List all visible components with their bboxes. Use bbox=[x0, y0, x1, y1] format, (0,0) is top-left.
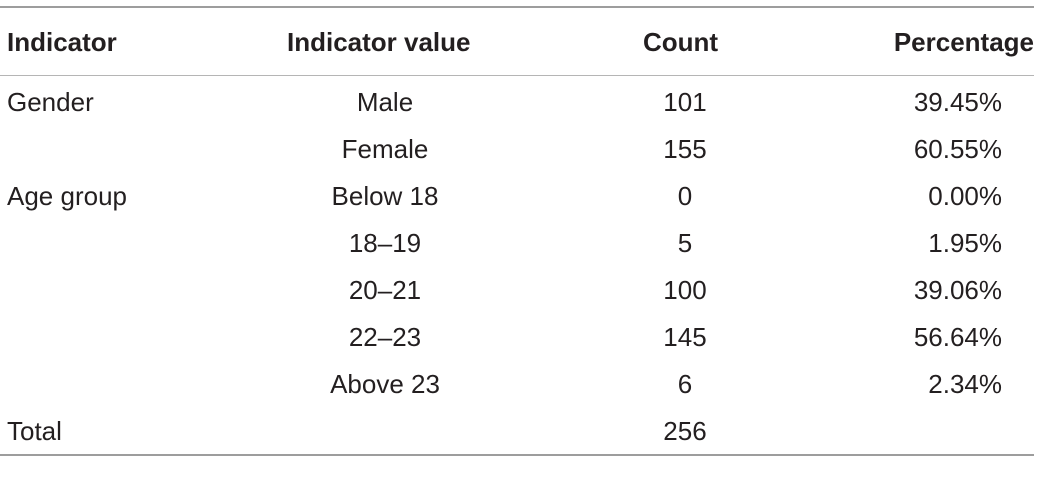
cell-percentage: 60.55% bbox=[913, 133, 1002, 164]
table-row: Above 23 6 2.34% bbox=[0, 360, 1034, 407]
cell-indicator-value: Female bbox=[341, 133, 429, 164]
cell-indicator-value: Above 23 bbox=[330, 368, 440, 399]
cell-indicator-value: 22–23 bbox=[348, 321, 422, 352]
cell-indicator: Age group bbox=[7, 180, 127, 211]
table-body: Gender Male 101 39.45% Female 155 60.55%… bbox=[0, 76, 1034, 456]
cell-count: 256 bbox=[663, 415, 707, 446]
header-percentage: Percentage bbox=[855, 7, 1034, 76]
cell-percentage bbox=[855, 407, 1034, 455]
header-indicator: Indicator bbox=[0, 7, 255, 76]
cell-indicator: Total bbox=[7, 415, 62, 446]
demographics-table: Indicator Indicator value Count Percenta… bbox=[0, 6, 1034, 456]
cell-indicator-value bbox=[255, 407, 515, 455]
cell-count: 6 bbox=[677, 368, 693, 399]
cell-indicator bbox=[0, 266, 255, 313]
cell-count: 155 bbox=[663, 133, 707, 164]
table-row: Gender Male 101 39.45% bbox=[0, 76, 1034, 126]
table-row: 22–23 145 56.64% bbox=[0, 313, 1034, 360]
header-row: Indicator Indicator value Count Percenta… bbox=[0, 7, 1034, 76]
table-header: Indicator Indicator value Count Percenta… bbox=[0, 7, 1034, 76]
cell-count: 145 bbox=[663, 321, 707, 352]
cell-percentage: 39.06% bbox=[913, 274, 1002, 305]
cell-indicator-value: 18–19 bbox=[348, 227, 422, 258]
cell-indicator-value: Male bbox=[356, 86, 414, 117]
cell-indicator bbox=[0, 125, 255, 172]
cell-count: 5 bbox=[677, 227, 693, 258]
cell-percentage: 2.34% bbox=[928, 368, 1002, 399]
header-count: Count bbox=[515, 7, 855, 76]
table-row: Age group Below 18 0 0.00% bbox=[0, 172, 1034, 219]
cell-count: 0 bbox=[677, 180, 693, 211]
cell-indicator-value: Below 18 bbox=[331, 180, 439, 211]
cell-indicator bbox=[0, 360, 255, 407]
cell-percentage: 39.45% bbox=[913, 86, 1002, 117]
cell-percentage: 1.95% bbox=[928, 227, 1002, 258]
table-row: 18–19 5 1.95% bbox=[0, 219, 1034, 266]
table-row: Female 155 60.55% bbox=[0, 125, 1034, 172]
table-row-total: Total 256 bbox=[0, 407, 1034, 455]
cell-count: 101 bbox=[663, 86, 707, 117]
cell-percentage: 56.64% bbox=[913, 321, 1002, 352]
cell-indicator bbox=[0, 219, 255, 266]
table-row: 20–21 100 39.06% bbox=[0, 266, 1034, 313]
cell-count: 100 bbox=[663, 274, 707, 305]
header-indicator-value: Indicator value bbox=[255, 7, 515, 76]
cell-indicator bbox=[0, 313, 255, 360]
cell-indicator: Gender bbox=[7, 86, 94, 117]
cell-indicator-value: 20–21 bbox=[348, 274, 422, 305]
cell-percentage: 0.00% bbox=[928, 180, 1002, 211]
